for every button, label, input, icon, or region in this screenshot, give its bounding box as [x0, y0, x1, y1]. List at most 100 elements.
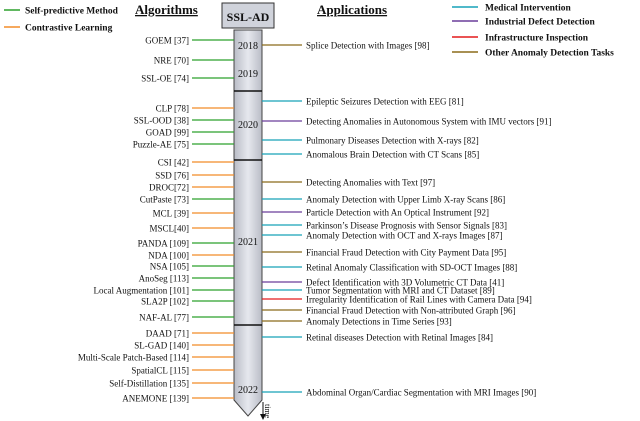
application-list: Splice Detection with Images [98] Epilept…: [262, 41, 551, 398]
application-entry-anomalous-brain-detection-with-ct-scans: Anomalous Brain Detection with CT Scans …: [262, 150, 479, 160]
right-legend: Medical Intervention Industrial Defect D…: [452, 4, 614, 59]
algorithm-entry-multi-scale-patch-based: Multi-Scale Patch-Based [114]: [78, 353, 234, 363]
algorithm-entry-self-distillation: Self-Distillation [135]: [109, 379, 234, 389]
algorithm-entry-mscl: MSCL[40]: [149, 224, 234, 234]
algorithm-label: Self-Distillation [135]: [109, 379, 189, 389]
application-label: Pulmonary Diseases Detection with X-rays…: [306, 136, 479, 146]
application-label: Particle Detection with An Optical Instr…: [306, 208, 489, 218]
algorithm-entry-anoseg: AnoSeg [113]: [139, 274, 234, 284]
year-label-2020: 2020: [238, 120, 258, 131]
application-label: Financial Fraud Detection with Non-attri…: [306, 306, 515, 316]
legend-label-medical: Medical Intervention: [485, 4, 571, 14]
application-entry-detecting-anomalies-in-autonomous-system-with-imu-vectors: Detecting Anomalies in Autonomous System…: [262, 117, 551, 127]
algorithm-entry-nsa: NSA [105]: [150, 262, 234, 272]
algorithm-label: SpatialCL [115]: [131, 366, 189, 376]
algorithm-entry-goad: GOAD [99]: [146, 128, 234, 138]
legend-label-contrastive: Contrastive Learning: [25, 24, 113, 34]
application-entry-tumor-segmentation-with-mri-and-ct-dataset: Tumor Segmentation with MRI and CT Datas…: [262, 286, 495, 296]
year-label-2018: 2018: [238, 41, 258, 52]
algorithm-entry-spatialcl: SpatialCL [115]: [131, 366, 234, 376]
application-entry-epileptic-seizures-detection-with-eeg: Epileptic Seizures Detection with EEG [8…: [262, 97, 464, 107]
algorithm-entry-clp: CLP [78]: [156, 104, 234, 114]
algorithm-label: SLA2P [102]: [141, 297, 189, 307]
algorithm-label: SL-GAD [140]: [134, 341, 189, 351]
algorithm-entry-nda: NDA [100]: [148, 251, 234, 261]
application-label: Epileptic Seizures Detection with EEG [8…: [306, 97, 464, 107]
application-label: Retinal Anomaly Classification with SD-O…: [306, 263, 517, 273]
timeline-bar: [233, 29, 263, 417]
application-label: Anomaly Detection with Upper Limb X-ray …: [306, 195, 505, 205]
application-entry-financial-fraud-detection-with-non-attributed-graph: Financial Fraud Detection with Non-attri…: [262, 306, 515, 316]
application-entry-irregularity-identification-of-rail-lines-with-camera-data: Irregularity Identification of Rail Line…: [262, 295, 532, 305]
applications-heading: Applications: [317, 2, 387, 17]
algorithm-label: SSD [76]: [155, 171, 189, 181]
application-label: Parkinson’s Disease Prognosis with Senso…: [306, 221, 507, 231]
left-legend: Self-predictive Method Contrastive Learn…: [4, 7, 119, 34]
algorithm-entry-panda: PANDA [109]: [138, 239, 234, 249]
algorithm-label: CSI [42]: [158, 158, 189, 168]
algorithm-label: CutPaste [73]: [140, 195, 189, 205]
application-label: Anomaly Detection with OCT and X-rays Im…: [306, 231, 503, 241]
legend-label-industrial: Industrial Defect Detection: [485, 18, 595, 28]
algorithm-entry-ssl-ood: SSL-OOD [38]: [134, 116, 234, 126]
algorithm-label: ANEMONE [139]: [122, 394, 189, 404]
application-entry-splice-detection-with-images: Splice Detection with Images [98]: [262, 41, 429, 51]
algorithm-label: CLP [78]: [156, 104, 189, 114]
application-label: Anomalous Brain Detection with CT Scans …: [306, 150, 479, 160]
algorithm-entry-sl-gad: SL-GAD [140]: [134, 341, 234, 351]
algorithm-entry-goem: GOEM [37]: [145, 36, 234, 46]
application-label: Detecting Anomalies in Autonomous System…: [306, 117, 551, 127]
algorithm-label: GOAD [99]: [146, 128, 189, 138]
application-entry-financial-fraud-detection-with-city-payment-data: Financial Fraud Detection with City Paym…: [262, 248, 506, 258]
time-arrow-head: [260, 414, 266, 420]
algorithm-label: NAF-AL [77]: [139, 313, 189, 323]
application-entry-anomaly-detection-with-oct-and-x-rays-images: Anomaly Detection with OCT and X-rays Im…: [262, 231, 503, 241]
application-label: Splice Detection with Images [98]: [306, 41, 429, 51]
application-label: Tumor Segmentation with MRI and CT Datas…: [306, 286, 495, 296]
application-label: Defect Identification with 3D Volumetric…: [306, 278, 504, 288]
timeline-title-box: [221, 2, 275, 29]
application-entry-pulmonary-diseases-detection-with-x-rays: Pulmonary Diseases Detection with X-rays…: [262, 136, 479, 146]
algorithm-label: NRE [70]: [154, 56, 189, 66]
algorithm-label: SSL-OE [74]: [141, 74, 189, 84]
algorithm-label: Puzzle-AE [75]: [133, 140, 189, 150]
time-label: time: [263, 404, 272, 419]
timeline-title: SSL-AD: [227, 10, 270, 24]
algorithm-entry-sla2p: SLA2P [102]: [141, 297, 234, 307]
algorithms-heading: Algorithms: [135, 2, 198, 17]
algorithm-entry-local-augmentation: Local Augmentation [101]: [94, 286, 234, 296]
algorithm-label: NDA [100]: [148, 251, 189, 261]
algorithm-entry-daad: DAAD [71]: [146, 329, 234, 339]
year-label-2021: 2021: [238, 237, 258, 248]
algorithm-entry-naf-al: NAF-AL [77]: [139, 313, 234, 323]
legend-label-self-predictive: Self-predictive Method: [25, 7, 119, 17]
algorithm-label: Local Augmentation [101]: [94, 286, 189, 296]
algorithm-entry-cutpaste: CutPaste [73]: [140, 195, 234, 205]
application-label: Irregularity Identification of Rail Line…: [306, 295, 532, 305]
application-label: Anomaly Detections in Time Series [93]: [306, 317, 452, 327]
algorithm-label: MCL [39]: [153, 209, 189, 219]
application-label: Financial Fraud Detection with City Paym…: [306, 248, 506, 258]
application-entry-defect-identification-with-3d-volumetric-ct-data: Defect Identification with 3D Volumetric…: [262, 278, 504, 288]
algorithm-label: NSA [105]: [150, 262, 189, 272]
application-entry-detecting-anomalies-with-text: Detecting Anomalies with Text [97]: [262, 178, 435, 188]
application-label: Abdominal Organ/Cardiac Segmentation wit…: [306, 388, 536, 398]
algorithm-list: GOEM [37] NRE [70] SSL-OE [74] CLP [78] SSL-…: [78, 36, 234, 404]
algorithm-entry-csi: CSI [42]: [158, 158, 234, 168]
application-entry-abdominal-organ-cardiac-segmentation-with-mri-images: Abdominal Organ/Cardiac Segmentation wit…: [262, 388, 536, 398]
algorithm-entry-anemone: ANEMONE [139]: [122, 394, 234, 404]
algorithm-entry-nre: NRE [70]: [154, 56, 234, 66]
year-dividers: [234, 90, 262, 326]
algorithm-label: MSCL[40]: [149, 224, 189, 234]
algorithm-label: DAAD [71]: [146, 329, 189, 339]
algorithm-label: Multi-Scale Patch-Based [114]: [78, 353, 189, 363]
algorithm-label: SSL-OOD [38]: [134, 116, 189, 126]
algorithm-label: PANDA [109]: [138, 239, 189, 249]
legend-label-infrastructure: Infrastructure Inspection: [485, 34, 589, 44]
year-label-2019: 2019: [238, 69, 258, 80]
algorithm-entry-droc: DROC[72]: [149, 183, 234, 193]
application-entry-particle-detection-with-an-optical-instrument: Particle Detection with An Optical Instr…: [262, 208, 489, 218]
legend-label-other: Other Anomaly Detection Tasks: [485, 49, 614, 59]
